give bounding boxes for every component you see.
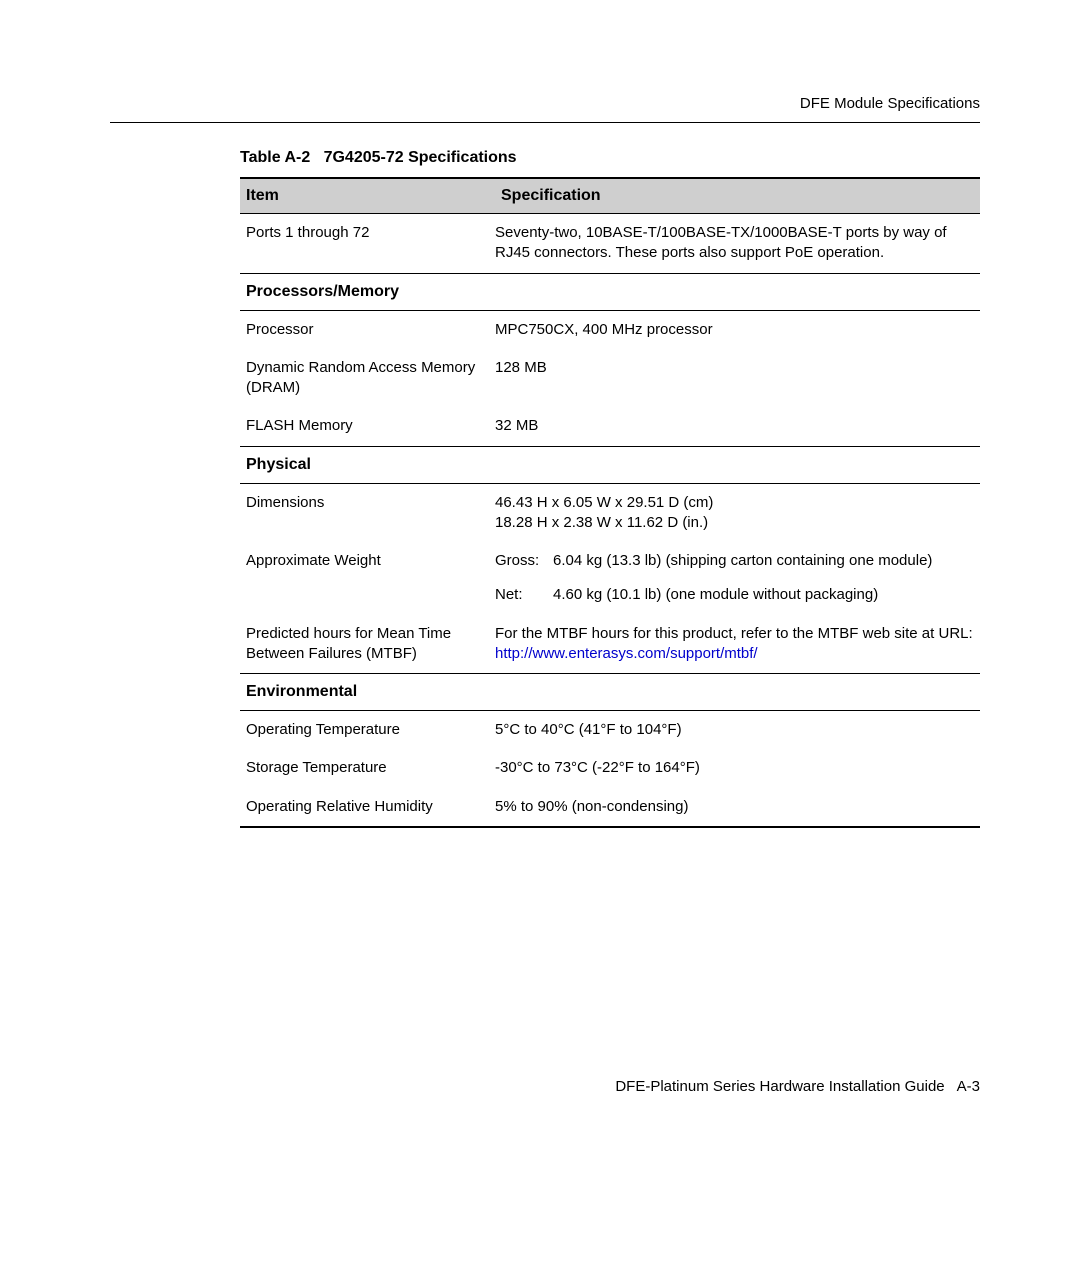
cell-spec: 5% to 90% (non-condensing) [495,797,980,817]
header-title: DFE Module Specifications [800,95,980,112]
mtbf-text: For the MTBF hours for this product, ref… [495,625,973,642]
table-row: Ports 1 through 72 Seventy-two, 10BASE-T… [240,214,980,274]
cell-spec: -30°C to 73°C (-22°F to 164°F) [495,758,980,778]
cell-item: Dimensions [240,493,495,534]
page-content: DFE Module Specifications Table A-2 7G42… [110,95,980,828]
weight-gross: Gross: 6.04 kg (13.3 lb) (shipping carto… [495,551,974,571]
caption-label: Table A-2 [240,149,310,166]
cell-item: Processor [240,320,495,340]
section-header-processors-memory: Processors/Memory [240,274,980,311]
col-header-spec: Specification [495,179,980,213]
weight-net-value: 4.60 kg (10.1 lb) (one module without pa… [553,585,974,605]
weight-net: Net: 4.60 kg (10.1 lb) (one module witho… [495,585,974,605]
cell-spec: Gross: 6.04 kg (13.3 lb) (shipping carto… [495,551,980,606]
cell-spec: 128 MB [495,358,980,399]
table-row: Storage Temperature -30°C to 73°C (-22°F… [240,749,980,787]
cell-spec: 32 MB [495,416,980,436]
table-row: Processor MPC750CX, 400 MHz processor [240,311,980,349]
cell-item: FLASH Memory [240,416,495,436]
weight-net-label: Net: [495,585,553,605]
section-header-environmental: Environmental [240,674,980,711]
cell-spec: 46.43 H x 6.05 W x 29.51 D (cm) 18.28 H … [495,493,980,534]
cell-item: Dynamic Random Access Memory (DRAM) [240,358,495,399]
dimensions-in: 18.28 H x 2.38 W x 11.62 D (in.) [495,513,974,533]
weight-gross-label: Gross: [495,551,553,571]
mtbf-link[interactable]: http://www.enterasys.com/support/mtbf/ [495,645,758,662]
cell-spec: Seventy-two, 10BASE-T/100BASE-TX/1000BAS… [495,223,980,264]
weight-gross-value: 6.04 kg (13.3 lb) (shipping carton conta… [553,551,974,571]
table-header-row: Item Specification [240,179,980,214]
dimensions-cm: 46.43 H x 6.05 W x 29.51 D (cm) [495,493,974,513]
footer-text: DFE-Platinum Series Hardware Installatio… [615,1078,944,1095]
table-row: Operating Relative Humidity 5% to 90% (n… [240,788,980,826]
footer-page-number: A-3 [957,1078,980,1095]
page-footer: DFE-Platinum Series Hardware Installatio… [110,1078,980,1095]
table-row: Dynamic Random Access Memory (DRAM) 128 … [240,349,980,408]
cell-spec: For the MTBF hours for this product, ref… [495,624,980,665]
cell-item: Predicted hours for Mean Time Between Fa… [240,624,495,665]
table-row: Operating Temperature 5°C to 40°C (41°F … [240,711,980,749]
table-row: Dimensions 46.43 H x 6.05 W x 29.51 D (c… [240,484,980,543]
spec-table: Item Specification Ports 1 through 72 Se… [240,177,980,828]
table-caption: Table A-2 7G4205-72 Specifications [110,149,980,167]
table-row: Predicted hours for Mean Time Between Fa… [240,615,980,675]
caption-title: 7G4205-72 Specifications [324,149,517,166]
cell-item: Approximate Weight [240,551,495,606]
table-row: FLASH Memory 32 MB [240,407,980,446]
cell-item: Ports 1 through 72 [240,223,495,264]
col-header-item: Item [240,179,495,213]
cell-item: Operating Temperature [240,720,495,740]
cell-item: Storage Temperature [240,758,495,778]
cell-item: Operating Relative Humidity [240,797,495,817]
table-row: Approximate Weight Gross: 6.04 kg (13.3 … [240,542,980,615]
cell-spec: 5°C to 40°C (41°F to 104°F) [495,720,980,740]
running-header: DFE Module Specifications [110,95,980,123]
section-header-physical: Physical [240,447,980,484]
cell-spec: MPC750CX, 400 MHz processor [495,320,980,340]
